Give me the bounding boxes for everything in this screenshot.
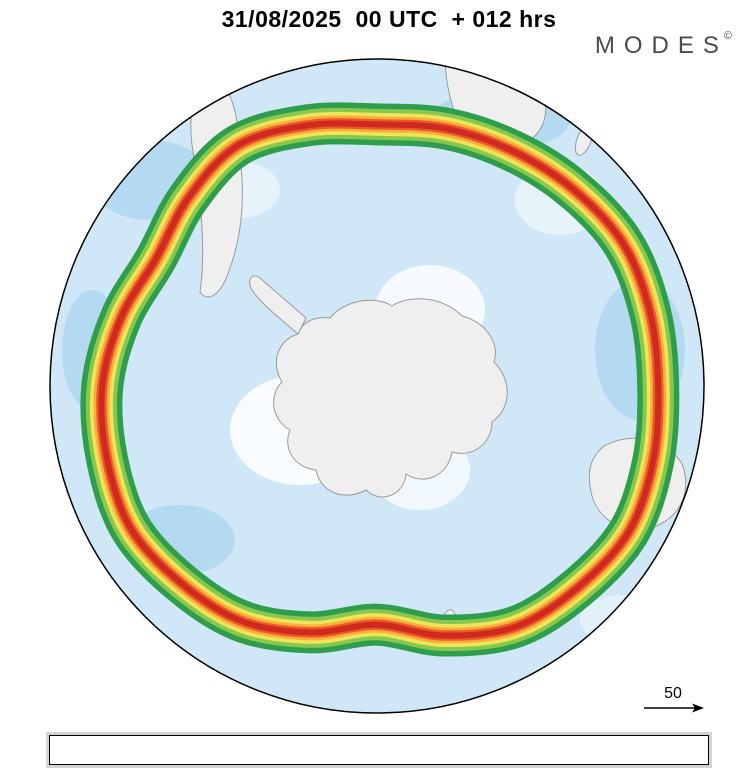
- ocean-background: [50, 59, 704, 713]
- modes-logo-text: MODES: [594, 32, 728, 59]
- reference-arrow-value: 50: [664, 685, 682, 702]
- map-boundary-circle: [49, 58, 705, 714]
- chart-title: 31/08/2025 00 UTC + 012 hrs: [221, 6, 557, 32]
- colorbar-ticks: [49, 764, 707, 782]
- australia-landmass: [588, 437, 687, 530]
- wind-reference-arrow: 50: [644, 685, 704, 713]
- antarctic-peninsula: [249, 275, 307, 335]
- south-america-landmass: [190, 61, 243, 298]
- new-zealand-landmass: [442, 609, 464, 647]
- antarctica-landmass: [273, 298, 508, 498]
- copyright-mark: ©: [723, 30, 732, 42]
- africa-landmass: [444, 59, 547, 147]
- jet-stream-band: [80, 102, 680, 657]
- colorbar: [49, 735, 709, 765]
- landmasses: [190, 59, 687, 647]
- madagascar-landmass: [574, 124, 594, 156]
- modes-logo: MODES©: [595, 30, 732, 60]
- reference-arrow-head-icon: [692, 703, 704, 713]
- wind-shading-texture: [62, 90, 685, 575]
- calm-wind-regions: [200, 162, 660, 645]
- map-disc: [50, 59, 704, 713]
